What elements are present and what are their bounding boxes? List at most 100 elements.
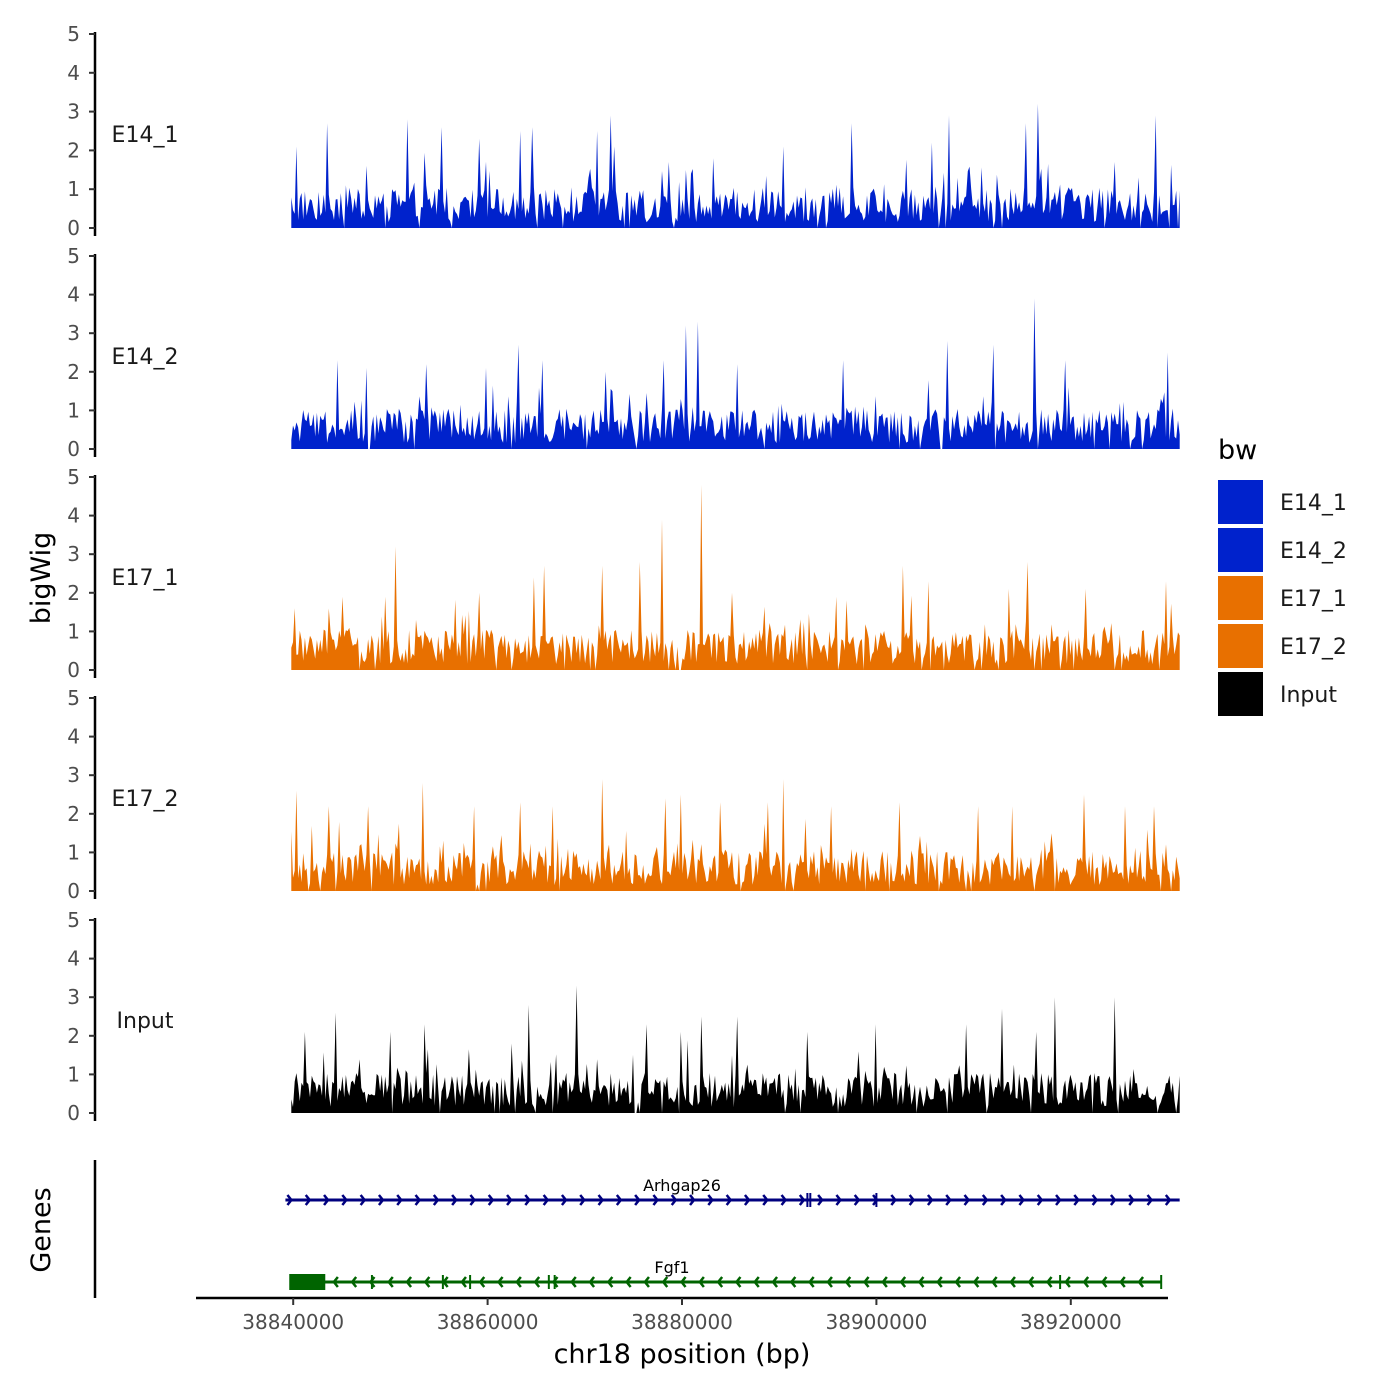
- strand-chevron: [734, 1276, 742, 1288]
- gene-Fgf1: Fgf1: [289, 1258, 1163, 1290]
- gene-label: Fgf1: [654, 1258, 689, 1277]
- strand-chevron: [1064, 1276, 1071, 1288]
- y-tick-label: 2: [67, 1024, 80, 1048]
- y-tick-label: 2: [67, 581, 80, 605]
- strand-chevron: [414, 1194, 422, 1206]
- strand-chevron: [917, 1276, 925, 1288]
- y-tick-label: 4: [67, 504, 80, 528]
- x-tick-label: 38860000: [437, 1310, 539, 1334]
- strand-chevron: [506, 1194, 513, 1206]
- strand-chevron: [1164, 1194, 1172, 1206]
- strand-chevron: [551, 1276, 559, 1288]
- strand-chevron: [432, 1194, 440, 1206]
- coverage-area-Input: [291, 985, 1180, 1113]
- legend-swatch-Input: [1218, 672, 1263, 716]
- y-tick-label: 4: [67, 725, 80, 749]
- legend-swatch-E14_1: [1218, 480, 1263, 524]
- genes-axis-title: Genes: [26, 1187, 57, 1272]
- strand-chevron: [1027, 1276, 1035, 1288]
- legend-label: E14_2: [1280, 539, 1347, 564]
- track-label: E14_1: [112, 123, 179, 148]
- strand-chevron: [725, 1194, 733, 1206]
- x-tick-label: 38900000: [826, 1310, 928, 1334]
- strand-chevron: [716, 1276, 724, 1288]
- legend-label: Input: [1280, 683, 1337, 708]
- legend-label: E17_1: [1280, 587, 1347, 612]
- y-tick-label: 5: [67, 908, 80, 932]
- strand-chevron: [423, 1276, 431, 1288]
- strand-chevron: [1000, 1194, 1007, 1206]
- coverage-area-E14_2: [291, 298, 1180, 449]
- strand-chevron: [743, 1194, 751, 1206]
- y-tick-label: 5: [67, 686, 80, 710]
- strand-chevron: [753, 1276, 760, 1288]
- strand-chevron: [460, 1276, 467, 1288]
- strand-chevron: [853, 1194, 861, 1206]
- strand-chevron: [478, 1276, 486, 1288]
- strand-chevron: [679, 1276, 687, 1288]
- strand-chevron: [1091, 1194, 1099, 1206]
- strand-chevron: [945, 1194, 952, 1206]
- strand-chevron: [835, 1194, 843, 1206]
- y-tick-label: 1: [67, 1062, 80, 1086]
- track-label: E14_2: [112, 345, 179, 370]
- strand-chevron: [698, 1276, 705, 1288]
- strand-chevron: [1018, 1194, 1026, 1206]
- strand-chevron: [670, 1194, 678, 1206]
- strand-chevron: [368, 1276, 376, 1288]
- strand-chevron: [533, 1276, 541, 1288]
- strand-chevron: [1119, 1276, 1126, 1288]
- legend-title: bw: [1218, 435, 1257, 466]
- x-tick-label: 38880000: [631, 1310, 733, 1334]
- strand-chevron: [579, 1194, 586, 1206]
- strand-chevron: [323, 1194, 330, 1206]
- strand-chevron: [560, 1194, 568, 1206]
- y-tick-label: 0: [67, 437, 80, 461]
- strand-chevron: [661, 1276, 669, 1288]
- track-E14_2: 0 1 2 3 4 5 E14_2: [67, 244, 1180, 461]
- track-label: E17_1: [112, 566, 179, 591]
- strand-chevron: [881, 1276, 888, 1288]
- gene-Arhgap26: Arhgap26: [285, 1176, 1180, 1207]
- y-tick-label: 3: [67, 985, 80, 1009]
- strand-chevron: [963, 1194, 971, 1206]
- strand-chevron: [496, 1276, 504, 1288]
- legend: bw E14_1 E14_2 E17_1 E17_2 Input: [1218, 435, 1347, 716]
- gene-track: Arhgap26 Fgf1: [93, 1160, 1180, 1298]
- strand-chevron: [862, 1276, 870, 1288]
- y-tick-label: 5: [67, 22, 80, 46]
- y-tick-label: 4: [67, 61, 80, 85]
- strand-chevron: [652, 1194, 660, 1206]
- strand-chevron: [689, 1194, 696, 1206]
- strand-chevron: [588, 1276, 596, 1288]
- strand-chevron: [1100, 1276, 1108, 1288]
- strand-chevron: [780, 1194, 788, 1206]
- strand-chevron: [981, 1194, 989, 1206]
- strand-chevron: [332, 1276, 339, 1288]
- strand-chevron: [972, 1276, 980, 1288]
- y-tick-label: 3: [67, 321, 80, 345]
- strand-chevron: [286, 1194, 294, 1206]
- track-E17_2: 0 1 2 3 4 5 E17_2: [67, 686, 1180, 903]
- track-E17_1: 0 1 2 3 4 5 E17_1: [67, 465, 1180, 682]
- strand-chevron: [808, 1276, 815, 1288]
- legend-swatch-E17_2: [1218, 624, 1263, 668]
- y-tick-label: 1: [67, 840, 80, 864]
- strand-chevron: [789, 1276, 797, 1288]
- coverage-area-E17_2: [291, 779, 1180, 891]
- strand-chevron: [890, 1194, 897, 1206]
- utr-block: [289, 1274, 326, 1290]
- strand-chevron: [597, 1194, 605, 1206]
- strand-chevron: [1009, 1276, 1016, 1288]
- strand-chevron: [359, 1194, 367, 1206]
- legend-swatch-E14_2: [1218, 528, 1263, 572]
- strand-chevron: [451, 1194, 458, 1206]
- y-tick-label: 1: [67, 398, 80, 422]
- strand-chevron: [1045, 1276, 1053, 1288]
- strand-chevron: [606, 1276, 614, 1288]
- y-tick-label: 2: [67, 360, 80, 384]
- y-axis-title: bigWig: [26, 532, 57, 625]
- strand-chevron: [524, 1194, 531, 1206]
- y-tick-label: 1: [67, 619, 80, 643]
- strand-chevron: [817, 1194, 824, 1206]
